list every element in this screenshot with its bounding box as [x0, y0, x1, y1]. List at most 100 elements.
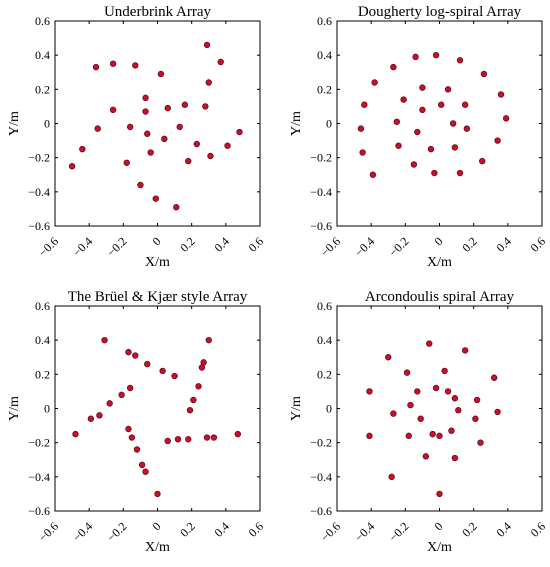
microphone-point — [164, 437, 171, 445]
y-tick-label: −0.2 — [310, 436, 332, 450]
microphone-point — [147, 149, 154, 156]
microphone-point — [133, 446, 141, 453]
microphone-point — [410, 161, 418, 168]
y-tick-label: 0.6 — [317, 14, 332, 28]
x-tick-label: 0 — [149, 519, 163, 533]
y-tick-label: −0.4 — [310, 185, 332, 199]
microphone-point — [444, 86, 452, 93]
y-tick-label: 0 — [326, 117, 332, 131]
microphone-point — [210, 434, 218, 441]
microphone-point — [477, 439, 484, 446]
microphone-point — [366, 388, 373, 395]
microphone-point — [157, 70, 165, 78]
x-tick-label: 0 — [431, 519, 445, 533]
microphone-point — [417, 415, 424, 422]
plot-frame — [336, 305, 543, 512]
microphone-point — [432, 384, 440, 392]
microphone-point — [202, 103, 209, 110]
y-tick-label: 0.4 — [35, 333, 50, 347]
microphone-point — [142, 468, 149, 475]
panel-title: The Brüel & Kjær style Array — [68, 289, 248, 305]
microphone-point — [403, 369, 411, 376]
x-tick-label: 0.4 — [211, 519, 232, 540]
microphone-point — [198, 364, 206, 371]
x-tick-label: 0 — [431, 234, 445, 248]
y-tick-label: 0.6 — [35, 299, 50, 313]
microphone-point — [400, 96, 407, 103]
microphone-point — [461, 347, 469, 354]
microphone-point — [137, 181, 144, 189]
microphone-point — [414, 128, 421, 136]
microphone-point — [451, 395, 459, 402]
y-tick-label: −0.2 — [310, 151, 332, 165]
microphone-point — [171, 372, 178, 380]
microphone-point — [432, 51, 440, 59]
microphone-point — [390, 410, 397, 417]
microphone-point — [142, 108, 149, 115]
microphone-point — [132, 352, 139, 359]
y-tick-label: 0.2 — [317, 82, 332, 96]
plot-frame — [54, 305, 261, 512]
y-tick-label: 0.4 — [317, 333, 332, 347]
y-tick-label: −0.6 — [28, 504, 50, 518]
microphone-point — [144, 130, 151, 137]
x-tick-label: −0.2 — [386, 234, 411, 259]
microphone-point — [441, 367, 448, 375]
microphone-point — [455, 407, 462, 414]
microphone-point — [205, 79, 212, 86]
microphone-point — [494, 408, 501, 416]
x-tick-label: −0.2 — [104, 234, 129, 259]
microphone-point — [456, 57, 464, 64]
microphone-point — [436, 432, 443, 440]
microphone-point — [185, 157, 192, 165]
microphone-point — [176, 123, 183, 131]
microphone-point — [174, 436, 182, 443]
microphone-point — [68, 163, 76, 170]
x-tick-label: 0.2 — [459, 519, 480, 540]
microphone-point — [361, 101, 368, 108]
microphone-point — [366, 432, 373, 440]
microphone-point — [388, 473, 395, 481]
microphone-point — [494, 137, 501, 144]
microphone-point — [109, 60, 117, 67]
microphone-point — [144, 360, 151, 368]
y-tick-label: 0.4 — [317, 48, 332, 62]
x-axis-label: X/m — [145, 540, 170, 555]
microphone-point — [461, 101, 469, 108]
panel-title: Dougherty log-spiral Array — [358, 4, 522, 20]
microphone-point — [173, 204, 180, 211]
microphone-point — [414, 388, 421, 395]
microphone-point — [106, 400, 113, 407]
microphone-point — [385, 354, 392, 361]
microphone-point — [449, 120, 457, 127]
microphone-point — [473, 396, 481, 404]
microphone-point — [186, 407, 194, 414]
x-tick-label: −0.6 — [36, 519, 61, 544]
microphone-point — [395, 142, 402, 149]
x-tick-label: 0.2 — [459, 234, 480, 255]
x-tick-label: 0.2 — [177, 234, 198, 255]
microphone-point — [126, 384, 134, 392]
microphone-point — [205, 336, 212, 344]
y-tick-label: 0.2 — [35, 367, 50, 381]
y-tick-label: −0.4 — [310, 470, 332, 484]
microphone-point — [217, 58, 224, 66]
x-tick-label: −0.4 — [352, 519, 377, 544]
x-tick-label: 0.6 — [246, 519, 267, 540]
x-tick-label: −0.2 — [104, 519, 129, 544]
microphone-point — [126, 123, 134, 131]
microphone-point — [431, 169, 438, 177]
microphone-point — [393, 118, 400, 125]
microphone-point — [193, 140, 200, 148]
panel-title: Arcondoulis spiral Array — [365, 289, 515, 305]
microphone-point — [390, 63, 397, 71]
plot-frame — [54, 20, 261, 227]
x-tick-label: 0.4 — [493, 519, 514, 540]
y-tick-label: −0.2 — [28, 436, 50, 450]
microphone-point — [159, 367, 166, 375]
y-tick-label: −0.4 — [28, 185, 50, 199]
microphone-point — [94, 125, 101, 132]
microphone-point — [419, 106, 426, 114]
microphone-point — [118, 391, 125, 399]
scatter-panel-4: Arcondoulis spiral Array −0.6 −0.4 −0.2 0 0.2… — [289, 289, 548, 555]
